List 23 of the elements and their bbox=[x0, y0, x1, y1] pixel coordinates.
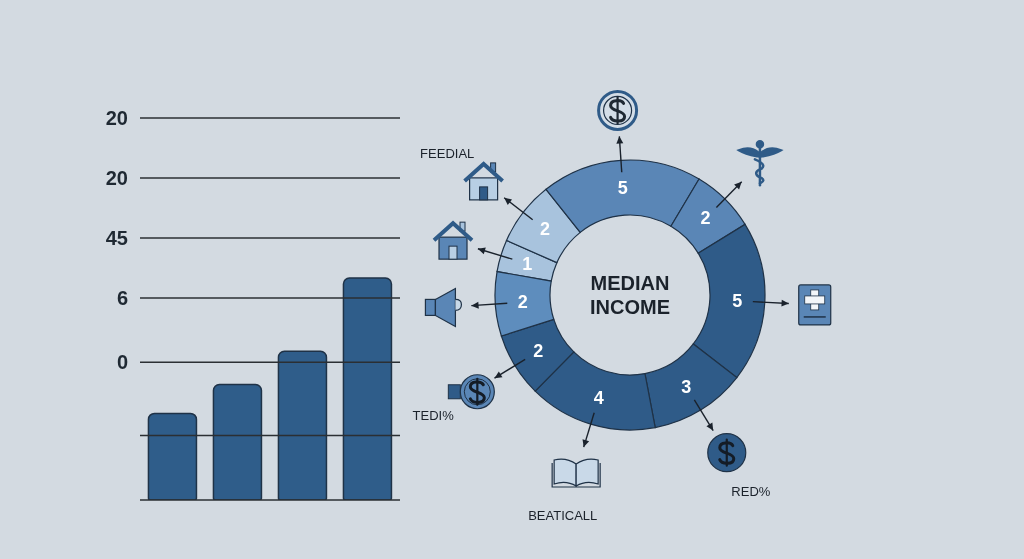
data-label: 4 bbox=[593, 387, 604, 408]
text: 20 bbox=[105, 165, 128, 190]
data-label: 2 bbox=[533, 341, 544, 362]
text: 45 bbox=[105, 225, 128, 250]
data-label: 5 bbox=[732, 290, 743, 311]
data-label: 1 bbox=[522, 253, 533, 274]
data-label: 2 bbox=[517, 292, 528, 313]
data-label: 2 bbox=[700, 208, 711, 229]
text: RED% bbox=[731, 482, 771, 501]
bar bbox=[212, 383, 263, 500]
bar bbox=[277, 350, 328, 500]
text: TEDI% bbox=[412, 406, 454, 425]
text: 20 bbox=[105, 106, 128, 130]
text: MEDIAN INCOME bbox=[589, 271, 671, 319]
text: FEEDIAL bbox=[420, 144, 475, 163]
data-label: 5 bbox=[617, 177, 628, 198]
data-label: 3 bbox=[681, 376, 692, 397]
bar bbox=[147, 412, 198, 500]
text: BEATICALL bbox=[528, 507, 598, 525]
text: 6 bbox=[116, 285, 128, 310]
data-label: 2 bbox=[539, 219, 550, 240]
text: 0 bbox=[116, 350, 128, 375]
bar bbox=[342, 277, 393, 500]
